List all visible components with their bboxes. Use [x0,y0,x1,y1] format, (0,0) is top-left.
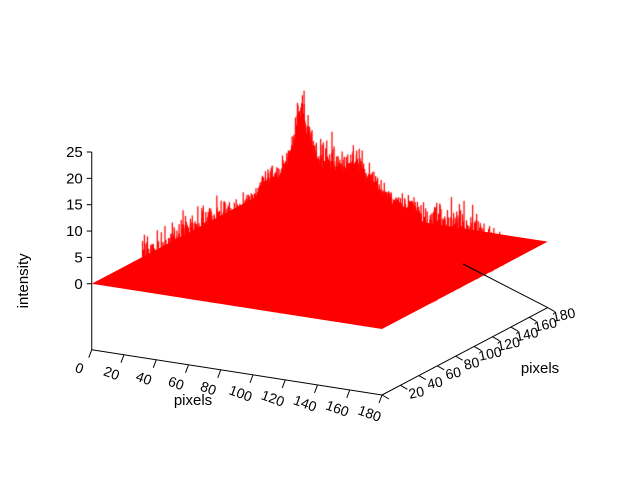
svg-text:20: 20 [66,170,83,187]
svg-text:10: 10 [66,223,83,240]
svg-text:120: 120 [259,387,287,410]
svg-text:25: 25 [66,144,83,161]
svg-text:pixels: pixels [174,392,212,409]
svg-text:intensity: intensity [15,253,32,309]
svg-text:60: 60 [444,363,463,382]
svg-text:0: 0 [74,276,82,293]
svg-text:160: 160 [324,397,352,420]
svg-text:60: 60 [166,373,186,393]
svg-text:20: 20 [102,363,122,383]
svg-text:140: 140 [291,392,319,415]
svg-text:5: 5 [74,249,82,266]
svg-text:0: 0 [73,359,86,377]
svg-text:40: 40 [426,373,445,392]
svg-text:180: 180 [356,402,384,425]
svg-text:40: 40 [134,368,154,388]
svg-text:pixels: pixels [521,360,559,377]
svg-text:20: 20 [407,383,426,402]
svg-text:100: 100 [227,382,255,405]
svg-text:180: 180 [551,304,577,325]
svg-text:15: 15 [66,197,83,214]
